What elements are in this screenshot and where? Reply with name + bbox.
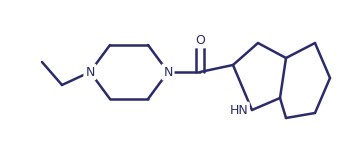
Text: O: O [195, 34, 205, 47]
Text: HN: HN [229, 103, 248, 116]
Text: N: N [163, 65, 173, 79]
Text: N: N [85, 65, 95, 79]
